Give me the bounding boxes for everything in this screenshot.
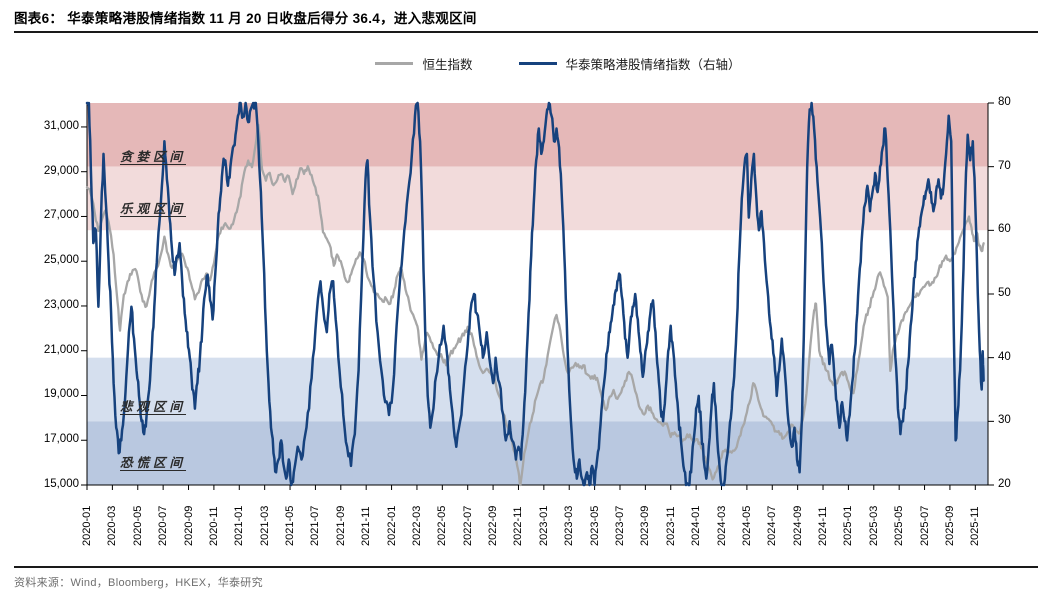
zone-band-panic (87, 421, 988, 485)
source-note: 资料来源：Wind，Bloomberg，HKEX，华泰研究 (14, 577, 263, 589)
x-axis-tick-label: 2025-03 (867, 505, 880, 546)
y-right-tick-label: 20 (998, 478, 1011, 490)
footer-divider (14, 566, 1038, 568)
x-axis-tick-label: 2025-05 (893, 505, 906, 546)
x-axis-tick-label: 2023-03 (563, 505, 576, 546)
x-axis-tick-label: 2024-09 (791, 505, 804, 546)
y-left-tick-label: 31,000 (43, 119, 79, 132)
x-axis-tick-label: 2024-11 (817, 506, 830, 546)
y-left-tick-label: 17,000 (43, 433, 79, 446)
legend-line-swatch (518, 62, 557, 65)
x-axis-tick-label: 2022-07 (461, 505, 474, 546)
x-axis-tick-label: 2021-05 (284, 505, 297, 546)
x-axis-tick-label: 2024-07 (766, 505, 779, 546)
x-axis-tick-label: 2023-11 (664, 506, 677, 546)
x-axis-tick-label: 2024-01 (690, 505, 703, 546)
x-axis-tick-label: 2022-05 (436, 505, 449, 546)
x-axis-tick-label: 2020-09 (182, 505, 195, 546)
y-right-tick-label: 60 (998, 223, 1011, 236)
x-axis-tick-label: 2023-07 (613, 505, 626, 546)
x-axis-tick-label: 2020-05 (131, 505, 144, 546)
x-axis-tick-label: 2020-03 (106, 505, 119, 546)
y-right-tick-label: 80 (998, 96, 1011, 108)
zone-band-optimism (87, 166, 988, 231)
x-axis-tick-label: 2021-07 (309, 505, 322, 546)
y-left-tick-label: 21,000 (43, 343, 79, 356)
legend-label: 恒生指数 (422, 58, 473, 72)
x-axis-tick-label: 2021-03 (258, 505, 271, 546)
x-axis-tick-label: 2022-01 (385, 505, 398, 546)
x-axis-tick-label: 2025-07 (918, 505, 931, 546)
x-axis-tick-label: 2022-11 (512, 506, 525, 546)
legend-label: 华泰策略港股情绪指数（右轴） (565, 58, 741, 72)
title-divider (14, 31, 1038, 33)
x-axis-tick-label: 2022-09 (487, 505, 500, 546)
y-right-tick-label: 30 (998, 414, 1011, 427)
legend-item: 华泰策略港股情绪指数（右轴） (518, 54, 741, 73)
y-left-tick-label: 19,000 (43, 388, 79, 401)
zone-label-panic: 恐慌区间 (120, 455, 187, 470)
sentiment-index-line (85, 101, 985, 487)
y-left-tick-label: 23,000 (43, 298, 79, 311)
x-axis-tick-label: 2021-01 (233, 505, 246, 546)
y-right-tick-label: 40 (998, 350, 1011, 363)
legend-item: 恒生指数 (375, 54, 473, 73)
x-axis-tick-label: 2021-09 (334, 505, 347, 546)
chart-legend: 恒生指数 华泰策略港股情绪指数（右轴） (0, 54, 1061, 73)
y-left-tick-label: 27,000 (43, 209, 79, 222)
zone-band-neutral (87, 230, 988, 358)
x-axis-tick-label: 2022-03 (410, 505, 423, 546)
figure-title: 图表6： 华泰策略港股情绪指数 11 月 20 日收盘后得分 36.4，进入悲观… (14, 11, 477, 26)
y-left-tick-label: 25,000 (43, 254, 79, 267)
x-axis-tick-label: 2023-05 (588, 505, 601, 546)
y-right-tick-label: 50 (998, 287, 1011, 299)
hang-seng-index-line (85, 123, 985, 487)
x-axis-tick-label: 2023-01 (537, 505, 550, 546)
x-axis-tick-label: 2025-01 (842, 505, 855, 546)
x-axis-tick-label: 2024-05 (740, 505, 753, 546)
zone-label-pessimism: 悲观区间 (120, 399, 187, 414)
x-axis-tick-label: 2025-09 (943, 505, 956, 546)
legend-line-swatch (375, 62, 414, 65)
x-axis-tick-label: 2023-09 (639, 505, 652, 546)
zone-label-optimism: 乐观区间 (120, 202, 187, 217)
y-right-tick-label: 70 (998, 159, 1011, 172)
x-axis-tick-label: 2024-03 (715, 505, 728, 546)
x-axis-tick-label: 2021-11 (360, 506, 373, 546)
x-axis-tick-label: 2020-01 (81, 505, 93, 546)
x-axis-tick-label: 2020-11 (207, 506, 220, 546)
y-left-tick-label: 29,000 (43, 164, 79, 177)
x-axis-tick-label: 2025-11 (969, 506, 982, 546)
y-left-tick-label: 15,000 (43, 478, 79, 490)
x-axis-tick-label: 2020-07 (157, 505, 170, 546)
zone-label-greed: 贪婪区间 (120, 150, 187, 165)
